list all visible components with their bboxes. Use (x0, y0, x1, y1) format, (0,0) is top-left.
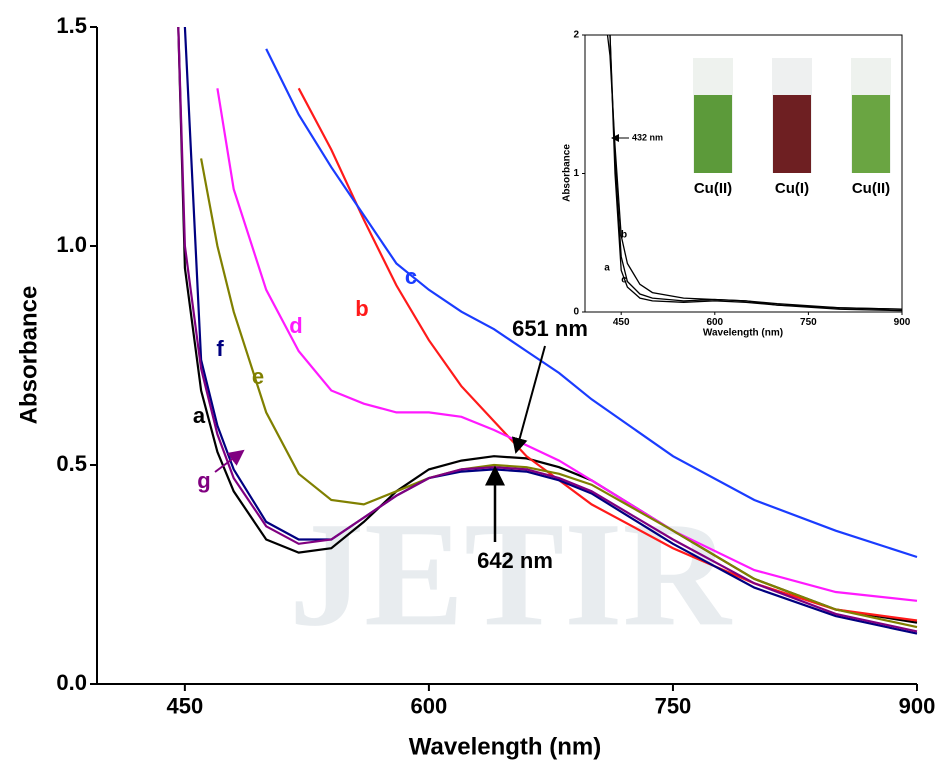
annotation: 642 nm (477, 548, 553, 573)
annotation: 651 nm (512, 316, 588, 341)
series-label: b (621, 230, 627, 241)
y-tick-label: 2 (573, 30, 579, 41)
series-label: g (197, 468, 210, 493)
series-label: b (355, 296, 368, 321)
line-series (177, 26, 918, 633)
x-tick-label: 450 (166, 693, 203, 718)
series-label: a (604, 263, 610, 274)
vial-label: Cu(I) (775, 180, 809, 197)
vials (693, 58, 891, 173)
x-tick-label: 600 (706, 317, 723, 328)
line-series (265, 48, 918, 559)
x-axis-label: Wavelength (nm) (409, 733, 601, 760)
x-tick-label: 750 (800, 317, 817, 328)
x-axis-label: Wavelength (nm) (703, 328, 783, 339)
x-tick-label: 900 (899, 693, 936, 718)
x-tick-label: 750 (655, 693, 692, 718)
label-arrow (214, 449, 245, 473)
y-axis-label: Absorbance (15, 286, 42, 425)
y-tick-label: 1.5 (56, 13, 87, 38)
watermark: JETIR (289, 491, 732, 657)
series-label: e (252, 364, 264, 389)
series-label: c (621, 275, 627, 286)
y-tick-label: 1.0 (56, 232, 87, 257)
series-label: d (289, 313, 302, 338)
series-label: c (405, 264, 417, 289)
series-label: a (193, 403, 206, 428)
y-tick-label: 0 (573, 307, 579, 318)
y-tick-label: 0.5 (56, 451, 87, 476)
vial-label: Cu(II) (694, 180, 732, 197)
line-series (609, 34, 903, 310)
x-tick-label: 600 (411, 693, 448, 718)
line-series (216, 88, 918, 602)
y-tick-label: 1 (573, 168, 579, 179)
x-tick-label: 450 (613, 317, 630, 328)
y-tick-label: 0.0 (56, 670, 87, 695)
annotation: 432 nm (632, 132, 663, 142)
vial-label: Cu(II) (852, 180, 890, 197)
series-label: f (216, 336, 224, 361)
annotation-arrow (511, 345, 546, 454)
y-axis-label: Absorbance (562, 144, 573, 202)
x-tick-label: 900 (894, 317, 911, 328)
